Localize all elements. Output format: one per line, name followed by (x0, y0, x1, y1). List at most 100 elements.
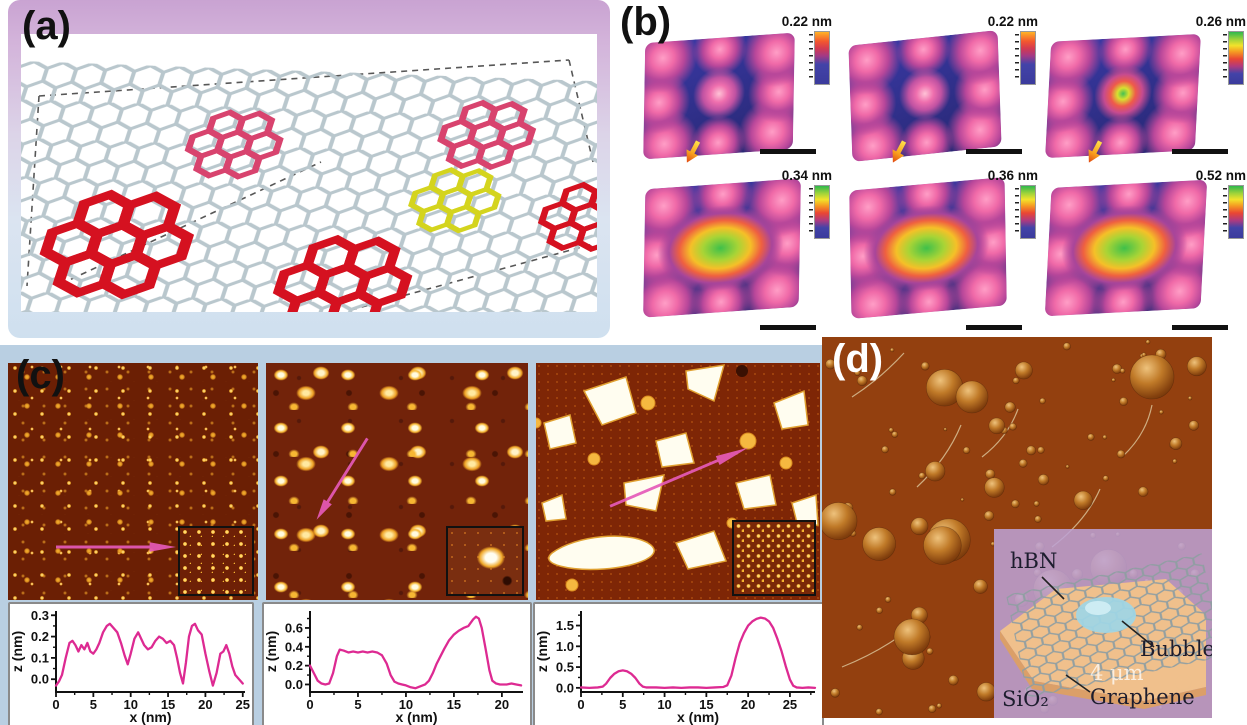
colorbar-5: 0.36 nm (988, 168, 1038, 239)
svg-text:25: 25 (236, 697, 250, 712)
afm-inset-2 (446, 526, 524, 596)
svg-text:15: 15 (699, 697, 713, 712)
colorbar-scale-label: 0.22 nm (987, 14, 1038, 29)
svg-text:0: 0 (577, 697, 584, 712)
svg-text:0.2: 0.2 (31, 629, 49, 644)
scale-bar (1172, 325, 1228, 330)
colorbar-4: 0.34 nm (782, 168, 832, 239)
profile-arrow-1 (56, 542, 176, 552)
svg-text:0.1: 0.1 (31, 650, 49, 665)
svg-text:15: 15 (447, 697, 461, 712)
svg-text:25: 25 (783, 697, 797, 712)
leader-lines (1041, 576, 1155, 693)
svg-text:0: 0 (306, 697, 313, 712)
svg-text:1.0: 1.0 (556, 639, 574, 654)
colorbar-scale-label: 0.22 nm (781, 14, 832, 29)
svg-text:0.0: 0.0 (556, 680, 574, 695)
svg-text:20: 20 (495, 697, 509, 712)
stm-image-6 (1044, 179, 1208, 317)
colorbar-gradient (809, 185, 830, 239)
svg-text:x (nm): x (nm) (396, 709, 438, 725)
panel-c-afm-series: 0 5 10 15 20 25 0.0 0.1 0.2 0.3 x (nm) z (nm) 0 5 10 1… (0, 345, 824, 725)
stm-image-2 (848, 30, 1002, 162)
scale-bar (966, 325, 1022, 330)
scale-bar (760, 325, 816, 330)
panel-a-label: (a) (22, 4, 71, 48)
colorbar-6: 0.52 nm (1196, 168, 1246, 239)
svg-text:1.5: 1.5 (556, 618, 574, 633)
colorbar-gradient (809, 31, 830, 85)
stm-image-5 (849, 177, 1007, 319)
afm-image-2 (266, 363, 528, 600)
colorbar-scale-label: 0.36 nm (987, 168, 1038, 183)
colorbar-gradient (1015, 185, 1036, 239)
svg-text:5: 5 (90, 697, 97, 712)
svg-text:0.0: 0.0 (31, 672, 49, 687)
profile-arrow-2 (311, 435, 372, 523)
afm-image-3 (536, 363, 820, 600)
svg-text:z (nm): z (nm) (264, 631, 279, 672)
scale-bar-text: 4 μm (1090, 661, 1144, 685)
bubble-label: Bubble (1140, 637, 1212, 661)
afm-image-1 (8, 363, 258, 600)
svg-text:10: 10 (123, 697, 137, 712)
svg-text:0.5: 0.5 (556, 660, 574, 675)
svg-text:5: 5 (354, 697, 361, 712)
stm-cell-2: 0.22 nm (846, 12, 1046, 164)
schematic-drawing (1000, 553, 1212, 709)
svg-text:20: 20 (741, 697, 755, 712)
hexagonal-lattice (21, 60, 597, 312)
colorbar-1: 0.22 nm (782, 14, 832, 85)
panel-a-schematic: (a) (8, 0, 610, 338)
svg-text:x (nm): x (nm) (130, 709, 172, 725)
panel-d-label: (d) (832, 337, 884, 381)
svg-text:0.2: 0.2 (285, 658, 303, 673)
stm-cell-5: 0.36 nm (846, 168, 1046, 336)
svg-text:0.4: 0.4 (285, 639, 304, 654)
bubble-shape (1076, 597, 1136, 633)
stm-image-1 (643, 32, 795, 160)
scale-bar (1172, 149, 1228, 154)
svg-text:20: 20 (198, 697, 212, 712)
afm-inset-3 (732, 520, 816, 596)
stm-image-4 (643, 178, 801, 318)
svg-text:0.6: 0.6 (285, 620, 303, 635)
svg-text:10: 10 (657, 697, 671, 712)
stm-cell-6: 0.52 nm (1044, 168, 1246, 336)
sio2-label: SiO₂ (1002, 687, 1049, 711)
colorbar-2: 0.22 nm (988, 14, 1038, 85)
schematic-inset: 4 μm hBN Bubble Graphene SiO₂ (994, 529, 1212, 718)
stm-image-3 (1045, 33, 1201, 159)
colorbar-scale-label: 0.26 nm (1195, 14, 1246, 29)
graphene-label: Graphene (1090, 685, 1195, 709)
colorbar-scale-label: 0.52 nm (1195, 168, 1246, 183)
colorbar-3: 0.26 nm (1196, 14, 1246, 85)
svg-text:z (nm): z (nm) (535, 631, 550, 672)
svg-text:15: 15 (161, 697, 175, 712)
stm-cell-4: 0.34 nm (640, 168, 840, 336)
svg-text:10: 10 (399, 697, 413, 712)
panel-a-canvas (21, 34, 597, 312)
scale-bar (966, 149, 1022, 154)
profile-chart-1: 0 5 10 15 20 25 0.0 0.1 0.2 0.3 x (nm) z (nm) (9, 604, 252, 725)
svg-text:0.0: 0.0 (285, 677, 303, 692)
colorbar-scale-label: 0.34 nm (781, 168, 832, 183)
colorbar-gradient (1015, 31, 1036, 85)
panel-b-stm-gallery: (b) 0.22 nm 0.22 nm 0.26 nm (618, 0, 1247, 342)
colorbar-gradient (1223, 31, 1244, 85)
profile-plot-1: 0 5 10 15 20 25 0.0 0.1 0.2 0.3 x (nm) z (nm) (8, 602, 254, 725)
profile-plot-2: 0 5 10 15 20 0.0 0.2 0.4 0.6 x (nm) z (nm) (262, 602, 532, 725)
svg-text:5: 5 (619, 697, 626, 712)
profile-chart-3: 0 5 10 15 20 25 0.0 0.5 1.0 1.5 x (nm) z (nm) (534, 604, 822, 725)
profile-plot-3: 0 5 10 15 20 25 0.0 0.5 1.0 1.5 x (nm) z (nm) (533, 602, 824, 725)
stm-cell-3: 0.26 nm (1045, 12, 1246, 164)
panel-d-bubble-afm: 4 μm hBN Bubble Graphene SiO₂ (d) (822, 337, 1212, 718)
panel-b-label: (b) (620, 0, 672, 44)
profile-chart-2: 0 5 10 15 20 0.0 0.2 0.4 0.6 x (nm) z (nm) (263, 604, 530, 725)
hbn-label: hBN (1010, 549, 1058, 573)
svg-text:x (nm): x (nm) (677, 709, 719, 725)
svg-text:0: 0 (52, 697, 59, 712)
colorbar-gradient (1223, 185, 1244, 239)
stm-cell-1: 0.22 nm (640, 12, 840, 164)
